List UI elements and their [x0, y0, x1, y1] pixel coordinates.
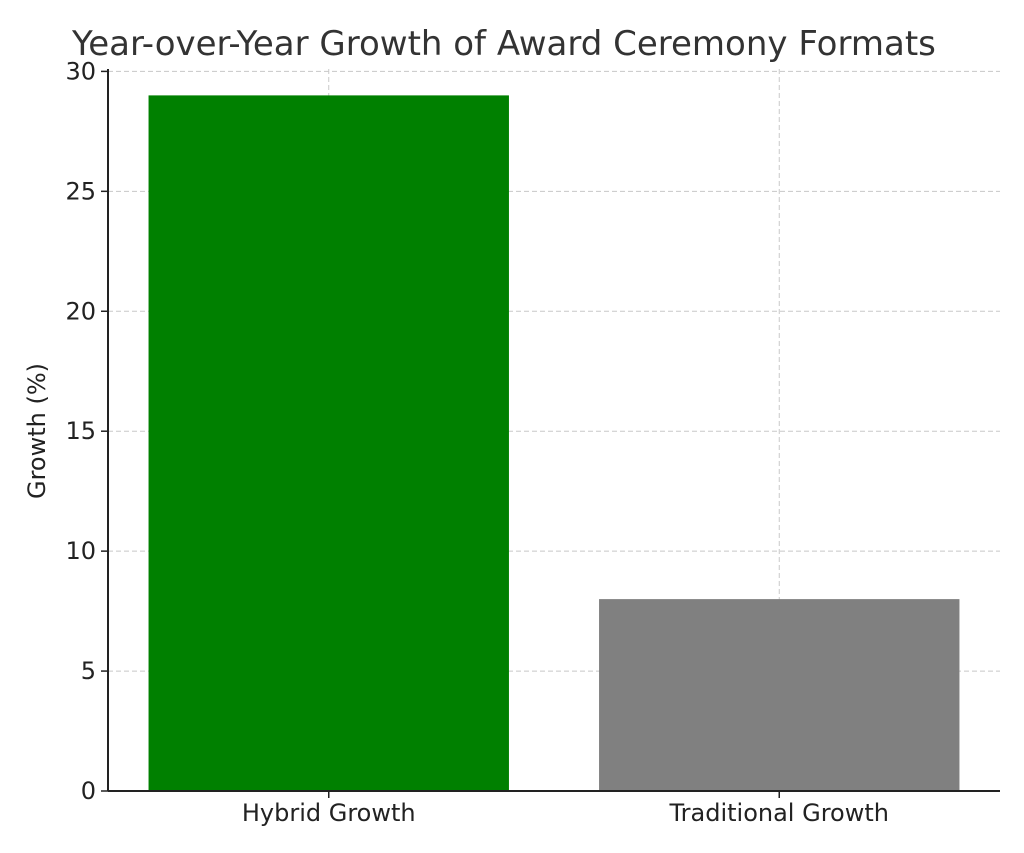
y-tick-label: 0: [81, 777, 96, 805]
y-tick-label: 20: [65, 297, 96, 325]
bar-hybrid-growth: [148, 95, 509, 792]
x-tick-label: Hybrid Growth: [242, 799, 416, 827]
y-tick-label: 5: [81, 657, 96, 685]
y-axis-label: Growth (%): [23, 363, 51, 499]
axes: 0 5 10 15 20 25 30 Hybrid Growth Traditional Gro…: [65, 57, 1000, 827]
y-tick-label: 25: [65, 177, 96, 205]
y-tick-label: 10: [65, 537, 96, 565]
y-tick-label: 30: [65, 57, 96, 85]
bars: [148, 95, 960, 792]
y-tick-label: 15: [65, 417, 96, 445]
chart-title: Year-over-Year Growth of Award Ceremony …: [71, 24, 936, 64]
bar-traditional-growth: [599, 599, 960, 791]
x-tick-label: Traditional Growth: [669, 799, 889, 827]
